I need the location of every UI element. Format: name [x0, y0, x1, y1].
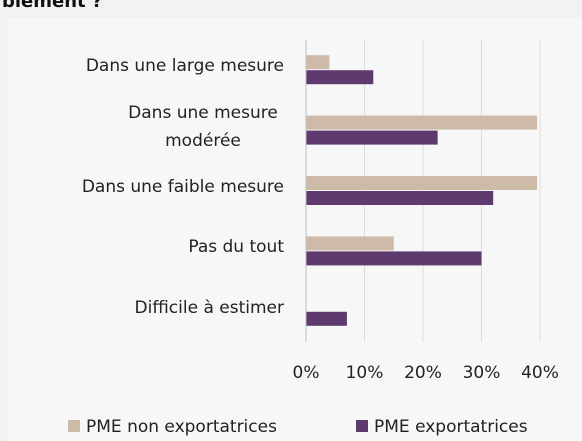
bar	[306, 236, 394, 251]
bar	[306, 311, 347, 326]
bar	[306, 70, 374, 85]
bar	[306, 191, 494, 205]
legend-label: PME non exportatrices	[86, 417, 277, 437]
x-tick-label: 40%	[521, 363, 559, 383]
chart-panel	[8, 18, 582, 441]
legend-swatch	[68, 420, 80, 432]
bar	[306, 130, 438, 145]
chart-title: blement ?	[2, 0, 103, 12]
y-tick-label: Pas du tout	[188, 237, 284, 258]
x-tick-label: 0%	[293, 363, 320, 383]
y-tick-label: Dans une faible mesure	[81, 177, 284, 197]
x-tick-label: 10%	[346, 363, 384, 383]
legend-swatch	[356, 420, 368, 432]
y-tick-label: Dans une mesure modérée	[128, 102, 278, 151]
bar	[306, 176, 538, 190]
y-tick-label: Difficile à estimer	[134, 297, 284, 318]
x-tick-label: 30%	[463, 363, 501, 383]
bar	[306, 115, 538, 130]
bar	[306, 55, 330, 70]
x-tick-label: 20%	[404, 363, 442, 383]
bar	[306, 251, 482, 266]
legend-label: PME exportatrices	[374, 417, 528, 437]
y-tick-label: Dans une large mesure	[85, 56, 284, 77]
